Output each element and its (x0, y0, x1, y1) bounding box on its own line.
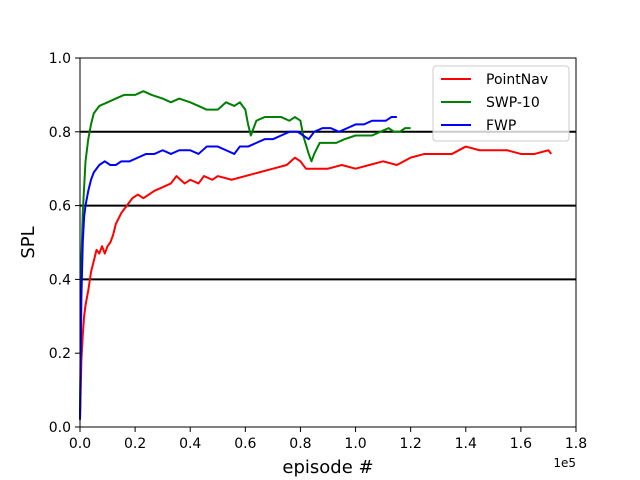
x-tick-label: 0.6 (234, 436, 256, 452)
legend: PointNav SWP-10 FWP (432, 65, 570, 142)
legend-box (432, 65, 570, 142)
legend-label: PointNav (486, 72, 548, 88)
x-axis-title: episode # (282, 457, 373, 478)
legend-label: SWP-10 (486, 95, 540, 111)
legend-label: FWP (486, 118, 516, 134)
y-axis-title: SPL (18, 226, 39, 258)
series-lines (79, 90, 553, 420)
x-tick-label: 1.0 (344, 436, 366, 452)
series-line-pointnav (79, 145, 553, 420)
series-line-fwp (79, 116, 397, 420)
x-tick-label: 1.8 (565, 436, 587, 452)
y-tick-label: 0.2 (49, 346, 71, 362)
y-tick-label: 0.6 (49, 199, 71, 215)
legend-entries: PointNav SWP-10 FWP (441, 72, 548, 134)
x-tick-label: 0.0 (69, 436, 91, 452)
x-tick-label: 1.6 (510, 436, 532, 452)
y-tick-label: 0.4 (49, 272, 71, 288)
y-tick-label: 0.8 (49, 125, 71, 141)
x-axis-offset-label: 1e5 (553, 456, 576, 470)
y-tick-label: 0.0 (49, 420, 71, 436)
x-tick-label: 0.8 (289, 436, 311, 452)
series-line-swp-10 (79, 90, 411, 420)
axis-ticks: 0.0 0.2 0.4 0.6 0.8 1.0 1.2 1.4 1.6 1.8 0.0 0.2 0.4 0… (49, 51, 587, 452)
x-tick-label: 1.4 (455, 436, 477, 452)
plot-frame (79, 57, 577, 428)
x-tick-label: 0.4 (179, 436, 201, 452)
y-tick-label: 1.0 (49, 51, 71, 67)
x-tick-label: 1.2 (400, 436, 422, 452)
x-tick-label: 0.2 (124, 436, 146, 452)
